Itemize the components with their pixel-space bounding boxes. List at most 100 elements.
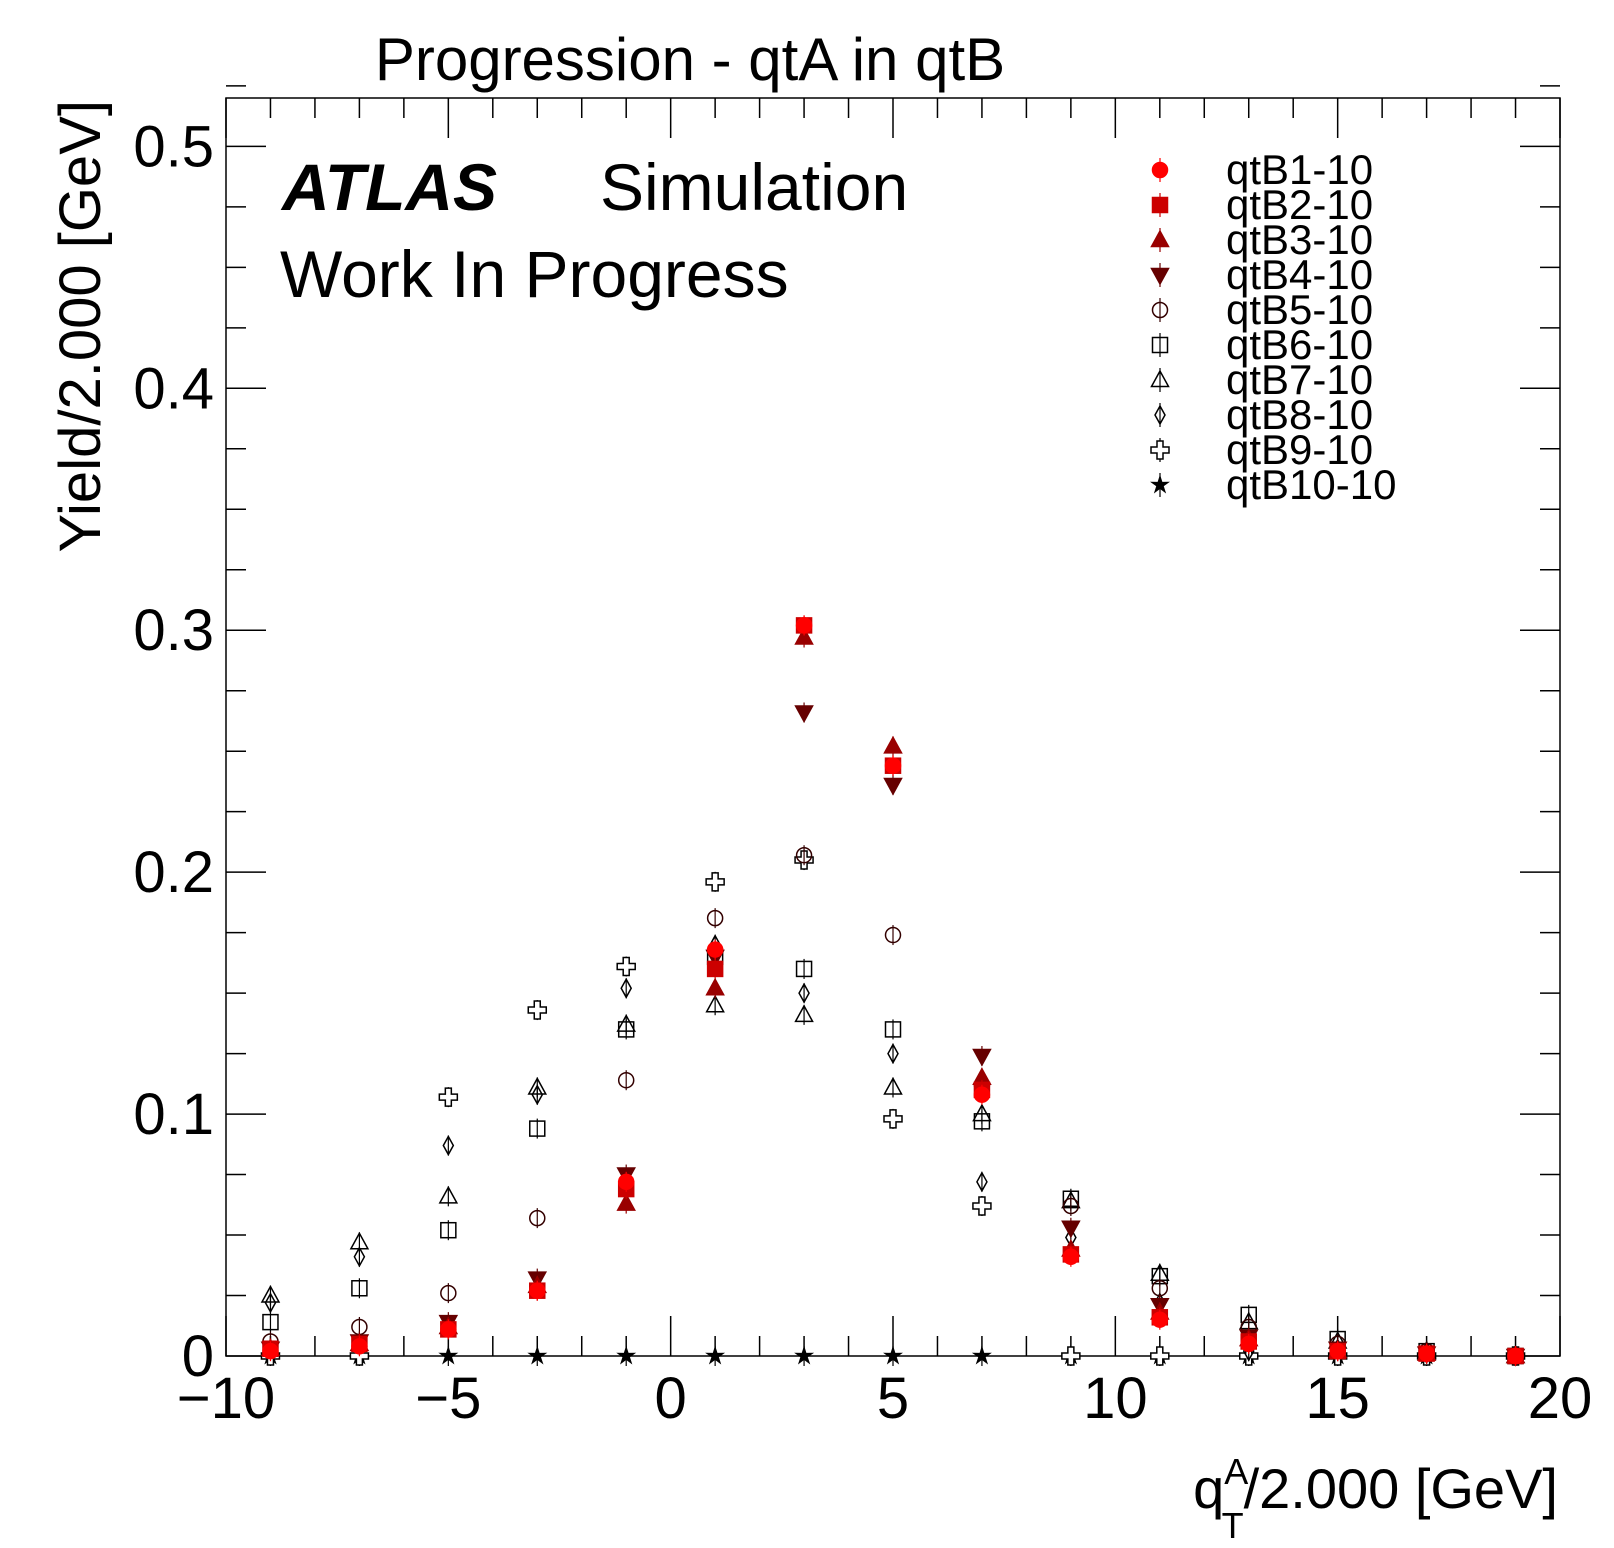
legend-marker [1154, 404, 1166, 426]
legend-label: qtB9-10 [1226, 426, 1373, 473]
x-tick-label: 10 [1083, 1366, 1148, 1431]
data-point [706, 909, 724, 927]
data-point [706, 941, 724, 958]
data-point [616, 1345, 637, 1365]
data-point [884, 1021, 902, 1038]
data-point [794, 1004, 814, 1023]
simulation-label: Simulation [600, 150, 908, 224]
data-point [1418, 1345, 1435, 1362]
data-point [529, 1282, 546, 1299]
legend-label: qtB7-10 [1226, 356, 1373, 403]
legend-label: qtB3-10 [1226, 216, 1373, 263]
data-point [883, 1345, 903, 1365]
legend-label: qtB2-10 [1226, 181, 1373, 228]
data-point [527, 1000, 548, 1020]
x-tick-label: −5 [415, 1366, 481, 1431]
data-point [527, 1076, 548, 1095]
data-point [705, 977, 725, 996]
data-point [260, 1284, 281, 1303]
y-axis-label: Yield/2.000 [GeV] [48, 100, 113, 552]
data-point [973, 1113, 991, 1130]
y-tick-label: 0.3 [133, 598, 214, 663]
legend-label: qtB10-10 [1226, 461, 1396, 508]
legend-label: qtB8-10 [1226, 391, 1373, 438]
data-point [440, 1321, 457, 1338]
data-point [884, 757, 902, 774]
data-point [262, 1342, 279, 1360]
data-point [531, 1084, 544, 1106]
data-point [1240, 1335, 1257, 1353]
data-point [351, 1280, 368, 1297]
data-point [262, 1313, 279, 1331]
x-tick-label: −10 [177, 1366, 275, 1431]
legend-entry: qtB8-10 [1154, 391, 1373, 438]
data-point [794, 1345, 815, 1365]
data-point [616, 956, 636, 977]
data-point [351, 1338, 368, 1355]
chart-title: Progression - qtA in qtB [375, 26, 1005, 93]
data-point [705, 872, 725, 892]
legend-label: qtB4-10 [1226, 251, 1373, 298]
legend-marker [1150, 440, 1170, 460]
data-points [260, 615, 1526, 1367]
data-point [349, 1231, 370, 1250]
x-tick-label: 20 [1528, 1366, 1593, 1431]
data-point [973, 1086, 991, 1103]
legend-entry: qtB2-10 [1151, 181, 1373, 228]
data-point [795, 960, 813, 978]
legend: qtB1-10qtB2-10qtB3-10qtB4-10qtB5-10qtB6-… [1150, 146, 1396, 508]
x-axis-label: qA T/2.000 [GeV] [1193, 1451, 1558, 1546]
data-point [529, 1209, 546, 1227]
data-point [617, 1021, 635, 1038]
axes: −10 −5 0 5 10 15 20 0 0.1 0.2 0.3 0.4 0.5 [133, 85, 1593, 1431]
data-point [794, 626, 814, 645]
data-point [442, 1134, 455, 1157]
legend-marker [1151, 336, 1169, 354]
data-point [795, 846, 813, 864]
data-point [616, 1193, 636, 1211]
data-point [527, 1345, 548, 1365]
legend-marker [1151, 301, 1169, 319]
x-axis-label-rest: /2.000 [GeV] [1244, 1457, 1558, 1520]
data-point [440, 1221, 457, 1239]
legend-label: qtB6-10 [1226, 321, 1373, 368]
legend-marker [1150, 267, 1170, 286]
y-tick-label: 0.4 [133, 356, 214, 421]
data-point [617, 1071, 635, 1089]
atlas-label: ATLAS [280, 150, 497, 224]
data-point [353, 1246, 366, 1268]
data-point [795, 617, 813, 634]
data-point [798, 982, 810, 1004]
x-axis-label-superscript: A [1224, 1451, 1248, 1492]
data-point [972, 1048, 992, 1067]
x-axis-label-subscript: T [1222, 1505, 1244, 1546]
data-point [438, 1345, 459, 1365]
data-point [883, 777, 903, 796]
legend-entry: qtB1-10 [1151, 146, 1373, 193]
legend-entry: qtB6-10 [1151, 321, 1373, 368]
data-point [1062, 1197, 1080, 1215]
legend-marker [1151, 196, 1169, 214]
data-point [883, 1076, 903, 1095]
legend-entry: qtB5-10 [1151, 286, 1373, 333]
legend-label: qtB5-10 [1226, 286, 1373, 333]
data-point [438, 1087, 459, 1107]
data-point [1329, 1342, 1346, 1360]
legend-marker [1150, 229, 1170, 248]
data-point [264, 1292, 277, 1314]
x-tick-label: 5 [877, 1366, 909, 1431]
legend-entry: qtB3-10 [1150, 216, 1373, 263]
y-tick-label: 0.1 [133, 1082, 214, 1147]
data-point [883, 1109, 903, 1129]
x-tick-label: 15 [1305, 1366, 1370, 1431]
legend-label: qtB1-10 [1226, 146, 1373, 193]
data-point [438, 1185, 459, 1204]
data-point [529, 1120, 546, 1137]
data-point [705, 994, 725, 1013]
data-point [705, 1345, 726, 1365]
data-point [976, 1171, 988, 1193]
data-point [884, 926, 902, 944]
data-point [620, 977, 633, 999]
data-point [706, 960, 724, 978]
